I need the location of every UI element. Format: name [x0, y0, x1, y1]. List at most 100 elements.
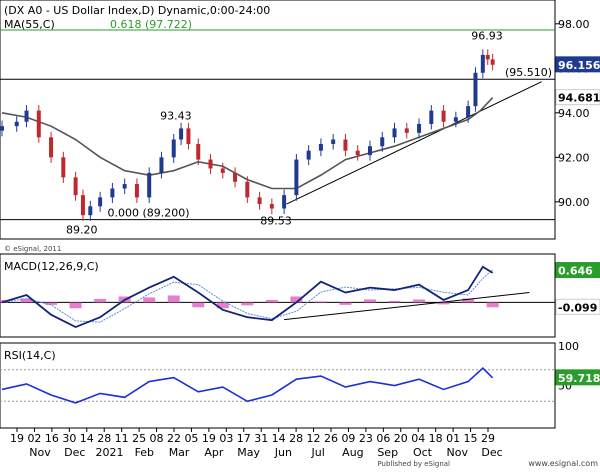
macd-histogram-bar	[94, 298, 107, 303]
candle-body	[134, 184, 139, 198]
candle-body	[24, 110, 29, 122]
x-axis-month-label: 2021	[96, 446, 124, 459]
price-badge	[555, 56, 600, 73]
x-axis-label: 05	[184, 432, 198, 445]
chart-title: (DX A0 - US Dollar Index,D) Dynamic,0:00…	[4, 4, 270, 17]
candle-body	[473, 72, 478, 107]
candle-body	[220, 168, 225, 173]
x-axis-month-label: Nov	[29, 446, 51, 459]
macd-histogram-bar	[339, 302, 352, 305]
x-axis-label: 08	[150, 432, 164, 445]
price-badge-label: 94.681	[558, 92, 600, 105]
candle-body	[404, 128, 409, 133]
price-badge-label: 96.156	[558, 59, 600, 72]
candle-body	[367, 146, 372, 156]
panel-frame-3	[0, 342, 556, 429]
x-axis-label: 19	[202, 432, 216, 445]
ma-legend: MA(55,C)	[4, 18, 55, 31]
x-axis-label: 06	[376, 432, 390, 445]
x-axis-month-label: Dec	[64, 446, 85, 459]
macd-histogram-bar	[167, 295, 180, 303]
macd-histogram-bar	[20, 298, 33, 303]
x-axis-label: 22	[167, 432, 181, 445]
candle-body	[331, 139, 336, 144]
x-axis-label: 19	[10, 432, 24, 445]
ma55-line	[1, 97, 494, 190]
x-axis-month-label: Jun	[274, 446, 292, 459]
price-annotation: 96.93	[471, 30, 503, 43]
x-axis-label: 23	[359, 432, 373, 445]
price-annotation: 93.43	[160, 110, 192, 123]
x-axis-label: 20	[394, 432, 408, 445]
macd-histogram-bar	[437, 302, 450, 305]
macd-histogram-bar	[486, 302, 499, 308]
candle-body	[98, 197, 103, 207]
candle-body	[147, 172, 152, 198]
fib-zero-label: 0.000 (89.200)	[107, 207, 189, 220]
candle-body	[0, 126, 4, 131]
price-badge-label: 0.646	[558, 265, 593, 278]
macd-histogram-bar	[290, 296, 303, 303]
x-axis-label: 28	[97, 432, 111, 445]
macd-trendline	[284, 292, 530, 321]
x-axis-month-label: May	[237, 446, 260, 459]
panel-frame-1	[0, 0, 556, 240]
x-axis-label: 02	[27, 432, 41, 445]
x-axis-label: 31	[254, 432, 268, 445]
macd-histogram-bar	[363, 299, 376, 303]
candle-body	[245, 181, 250, 198]
x-axis-month-label: Nov	[446, 446, 468, 459]
x-axis-month-label: Apr	[204, 446, 224, 459]
candle-body	[490, 59, 495, 65]
horizontal-line-label: (95.510)	[505, 66, 552, 79]
macd-histogram-bar	[265, 299, 278, 303]
x-axis-month-label: Oct	[413, 446, 433, 459]
macd-line	[1, 265, 494, 329]
candle-body	[61, 157, 66, 178]
macd-histogram-bar	[413, 299, 426, 303]
price-badge	[555, 369, 600, 386]
fib-618-label: 0.618 (97.722)	[110, 18, 192, 31]
x-axis-month-label: Aug	[342, 446, 363, 459]
x-axis-label: 26	[324, 432, 338, 445]
candle-body	[208, 159, 213, 169]
candle-body	[88, 206, 93, 216]
x-axis-label: 12	[307, 432, 321, 445]
macd-histogram-bar	[314, 301, 327, 303]
price-axis-label: 92.00	[558, 151, 590, 164]
x-axis-label: 04	[411, 432, 425, 445]
x-axis-label: 28	[289, 432, 303, 445]
candle-body	[343, 139, 348, 151]
macd-histogram-bar	[45, 302, 58, 305]
x-axis-label: 14	[272, 432, 286, 445]
candle-body	[318, 143, 323, 151]
price-trendline	[286, 81, 542, 205]
candle-body	[186, 128, 191, 144]
footer-website: www.esignal.com	[528, 459, 598, 468]
candle-body	[429, 110, 434, 124]
x-axis-month-label: Mar	[169, 446, 190, 459]
price-badge	[555, 89, 600, 106]
macd-title: MACD(12,26,9,C)	[4, 260, 99, 273]
rsi-line	[1, 367, 494, 404]
candle-body	[122, 184, 127, 189]
candle-body	[80, 195, 85, 216]
candle-body	[49, 137, 54, 158]
price-axis-label: 90.00	[558, 196, 590, 209]
price-annotation: 89.53	[260, 214, 292, 227]
panel-frame-2	[0, 253, 556, 338]
x-axis-label: 09	[341, 432, 355, 445]
candle-body	[110, 188, 115, 198]
macd-histogram-bar	[241, 302, 254, 306]
macd-histogram-bar	[216, 302, 229, 309]
price-badge-label: -0.099	[558, 301, 597, 314]
x-axis-label: 15	[464, 432, 478, 445]
x-axis-label: 16	[45, 432, 59, 445]
x-axis-label: 30	[62, 432, 76, 445]
candle-body	[196, 143, 201, 160]
macd-histogram-bar	[192, 302, 205, 308]
candle-body	[466, 106, 471, 118]
candle-body	[36, 110, 41, 138]
